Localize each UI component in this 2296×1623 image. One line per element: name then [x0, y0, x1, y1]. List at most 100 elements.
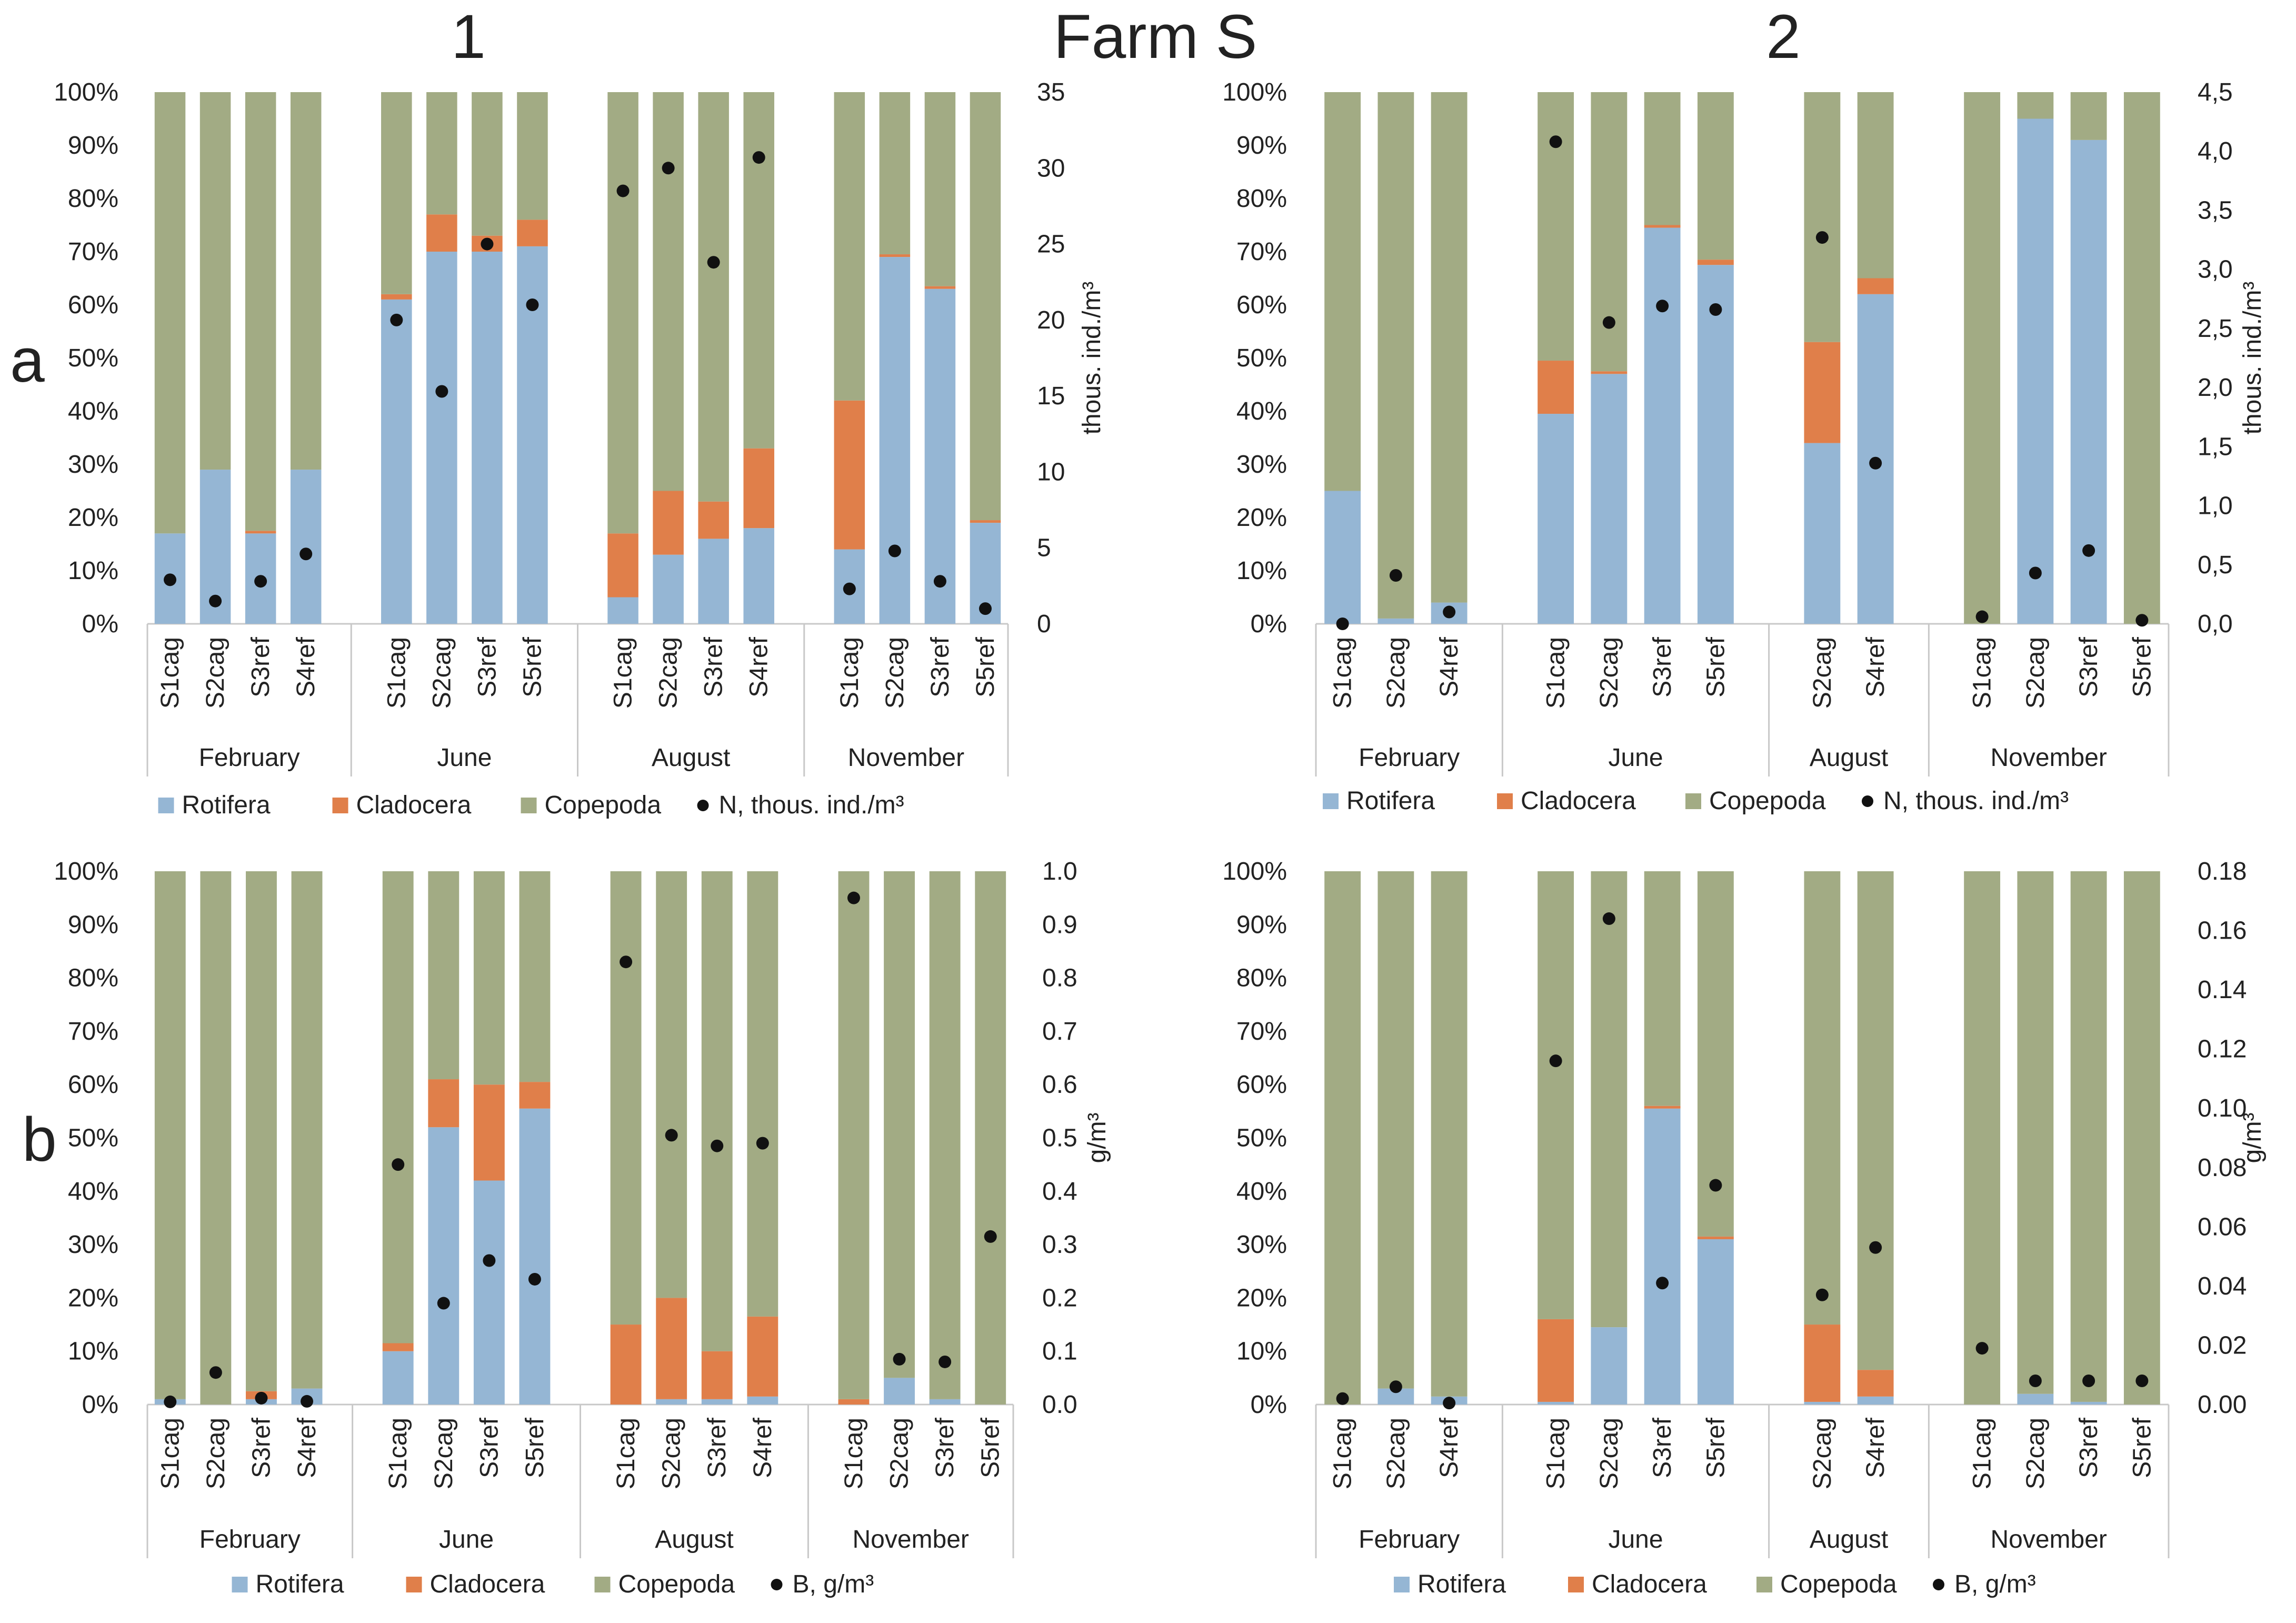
data-point-marker: [481, 237, 494, 251]
y-tick-label: 50%: [1236, 1124, 1287, 1152]
data-point-marker: [979, 602, 992, 615]
y2-tick-label: 0.1: [1042, 1338, 1077, 1366]
legend-label: Copepoda: [1780, 1570, 1897, 1598]
category-label: S1cag: [156, 1418, 184, 1489]
data-point-marker: [2082, 1374, 2095, 1387]
bar-copepoda: [1538, 92, 1574, 361]
bar-cladocera: [1591, 371, 1628, 374]
bar-rotifera: [2017, 1393, 2054, 1405]
bar-copepoda: [2123, 92, 2160, 624]
column-label-2: 2: [1766, 2, 1801, 72]
bar-copepoda: [2017, 871, 2054, 1394]
data-point-marker: [1709, 1179, 1722, 1192]
y-tick-label: 0%: [1251, 1391, 1287, 1419]
bar-copepoda: [1857, 92, 1894, 278]
bar-copepoda: [472, 92, 503, 236]
category-label: S3ref: [473, 636, 501, 697]
bar-copepoda: [2123, 871, 2160, 1405]
y-tick-label: 80%: [68, 185, 118, 213]
bar-copepoda: [1431, 92, 1468, 603]
data-point-marker: [1975, 1342, 1989, 1355]
category-label: S4ref: [1435, 636, 1463, 697]
y2-tick-label: 0.00: [2198, 1391, 2247, 1419]
category-label: S5ref: [972, 636, 1000, 697]
data-point-marker: [752, 151, 765, 164]
data-point-marker: [939, 1355, 952, 1368]
category-label: S3ref: [926, 636, 954, 697]
bar-rotifera: [426, 252, 457, 624]
bar-copepoda: [426, 92, 457, 215]
y-tick-label: 100%: [54, 78, 118, 106]
bar-copepoda: [381, 92, 412, 294]
category-label: S3ref: [1649, 1417, 1676, 1478]
bar-cladocera: [701, 1351, 733, 1399]
y-tick-label: 0%: [82, 1391, 118, 1419]
bar-rotifera: [1538, 414, 1574, 624]
group-label: November: [852, 1526, 969, 1554]
data-point-marker: [1869, 456, 1882, 470]
bar-cladocera: [838, 1399, 870, 1405]
bar-copepoda: [607, 92, 638, 534]
bar-copepoda: [2070, 871, 2107, 1402]
y-tick-label: 60%: [68, 1071, 118, 1099]
category-label: S2cag: [1595, 1418, 1623, 1489]
bar-cladocera: [610, 1325, 642, 1405]
data-point-marker: [1975, 610, 1989, 623]
bar-rotifera: [1591, 374, 1628, 624]
y2-tick-label: 3,0: [2198, 256, 2233, 284]
category-label: S3ref: [700, 636, 728, 697]
category-label: S3ref: [2075, 1417, 2103, 1478]
category-label: S3ref: [247, 636, 275, 697]
group-label: June: [439, 1526, 494, 1554]
category-label: S2cag: [430, 1418, 458, 1489]
y2-tick-label: 3,5: [2198, 196, 2233, 224]
panel-b2: 0% 10% 20% 30% 40% 50% 60% 70% 80% 90% 100% 0.00 0.0…: [1222, 858, 2267, 1598]
category-label: S2cag: [1382, 637, 1410, 709]
legend-label: Cladocera: [356, 791, 472, 819]
data-point-marker: [1602, 316, 1615, 329]
y-tick-label: 0%: [1251, 610, 1287, 638]
legend-swatch-copepoda: [594, 1577, 611, 1592]
legend-label: Cladocera: [1592, 1570, 1707, 1598]
bar-rotifera: [1324, 491, 1361, 624]
bar-cladocera: [1644, 225, 1681, 228]
y2-tick-label: 0.4: [1042, 1178, 1077, 1206]
y-tick-label: 100%: [1222, 858, 1287, 885]
bar-copepoda: [290, 92, 322, 470]
legend-swatch-cladocera: [1568, 1577, 1584, 1592]
data-point-marker: [665, 1129, 678, 1142]
y-tick-label: 30%: [68, 1231, 118, 1259]
category-label: S2cag: [2022, 637, 2050, 709]
bar-rotifera: [743, 528, 774, 624]
bar-copepoda: [1857, 871, 1894, 1370]
category-label: S1cag: [1542, 637, 1570, 709]
legend-label: Rotifera: [256, 1570, 344, 1598]
y2-tick-label: 0.3: [1042, 1231, 1077, 1259]
category-label: S3ref: [931, 1417, 959, 1478]
data-point-marker: [301, 1395, 314, 1408]
data-point-marker: [2029, 1374, 2042, 1387]
category-label: S1cag: [1329, 637, 1357, 709]
y-tick-label: 70%: [1236, 1018, 1287, 1046]
group-label: August: [1810, 744, 1888, 772]
y-tick-label: 20%: [68, 1284, 118, 1312]
y-tick-label: 80%: [68, 964, 118, 992]
y2-tick-label: 4,0: [2198, 137, 2233, 165]
y-tick-label: 50%: [68, 344, 118, 372]
y-tick-label: 90%: [68, 911, 118, 939]
data-point-marker: [164, 1395, 177, 1408]
data-point-marker: [1443, 605, 1456, 619]
figure-title: Farm S: [1054, 2, 1257, 72]
category-label: S2cag: [1809, 637, 1836, 709]
bar-rotifera: [1377, 618, 1414, 624]
legend-marker: [1933, 1579, 1944, 1590]
data-point-marker: [209, 594, 222, 608]
category-label: S4ref: [292, 636, 320, 697]
data-point-marker: [255, 1391, 268, 1405]
bar-rotifera: [656, 1399, 687, 1405]
bar-cladocera: [1697, 260, 1734, 265]
data-point-marker: [390, 313, 403, 326]
y2-tick-label: 0.7: [1042, 1018, 1077, 1046]
category-label: S5ref: [521, 1417, 549, 1478]
bar-cladocera: [1697, 1236, 1734, 1239]
